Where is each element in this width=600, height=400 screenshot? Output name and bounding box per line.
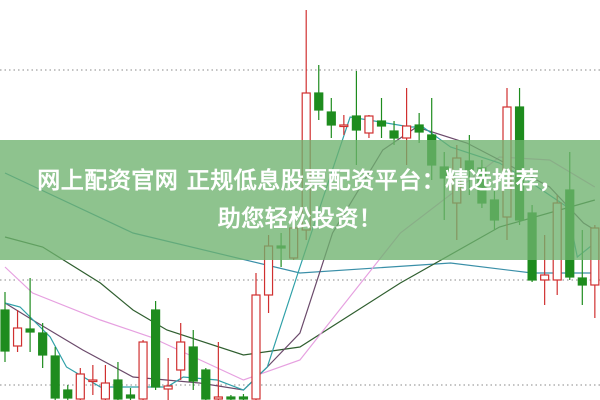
candle-down xyxy=(0,309,10,352)
candle-down xyxy=(38,332,48,356)
candle-down xyxy=(201,369,211,400)
candle-up xyxy=(75,373,85,400)
candle-down xyxy=(414,124,424,133)
candle-down xyxy=(63,389,73,399)
candle-up xyxy=(88,379,98,383)
candle-down xyxy=(389,130,399,139)
candle-up xyxy=(138,341,148,400)
candle-up xyxy=(163,385,173,390)
candle-up xyxy=(339,124,349,128)
candle-down xyxy=(226,396,236,400)
candle-down xyxy=(188,346,198,382)
candle-down xyxy=(50,355,60,399)
candle-up xyxy=(402,125,412,139)
candle-up xyxy=(12,327,23,347)
candle-up xyxy=(176,341,186,371)
candle-down xyxy=(125,394,136,399)
candle-down xyxy=(113,379,123,400)
candle-up xyxy=(364,115,374,134)
candle-up xyxy=(251,294,261,400)
candle-up xyxy=(100,382,111,400)
candle-down xyxy=(314,92,324,111)
candle-down xyxy=(151,309,161,388)
candle-down xyxy=(326,111,336,126)
headline-banner: 网上配资官网 正规低息股票配资平台：精选推荐， 助您轻松投资！ xyxy=(0,140,600,260)
candle-down xyxy=(25,328,35,333)
candle-down xyxy=(577,277,587,286)
candle-down xyxy=(351,115,361,131)
candle-up xyxy=(213,396,223,400)
headline-line-2: 助您轻松投资！ xyxy=(217,206,383,232)
headline-line-1: 网上配资官网 正规低息股票配资平台：精选推荐， xyxy=(37,168,563,194)
candle-down xyxy=(238,396,249,400)
candle-up xyxy=(540,274,550,281)
candle-down xyxy=(376,120,387,127)
